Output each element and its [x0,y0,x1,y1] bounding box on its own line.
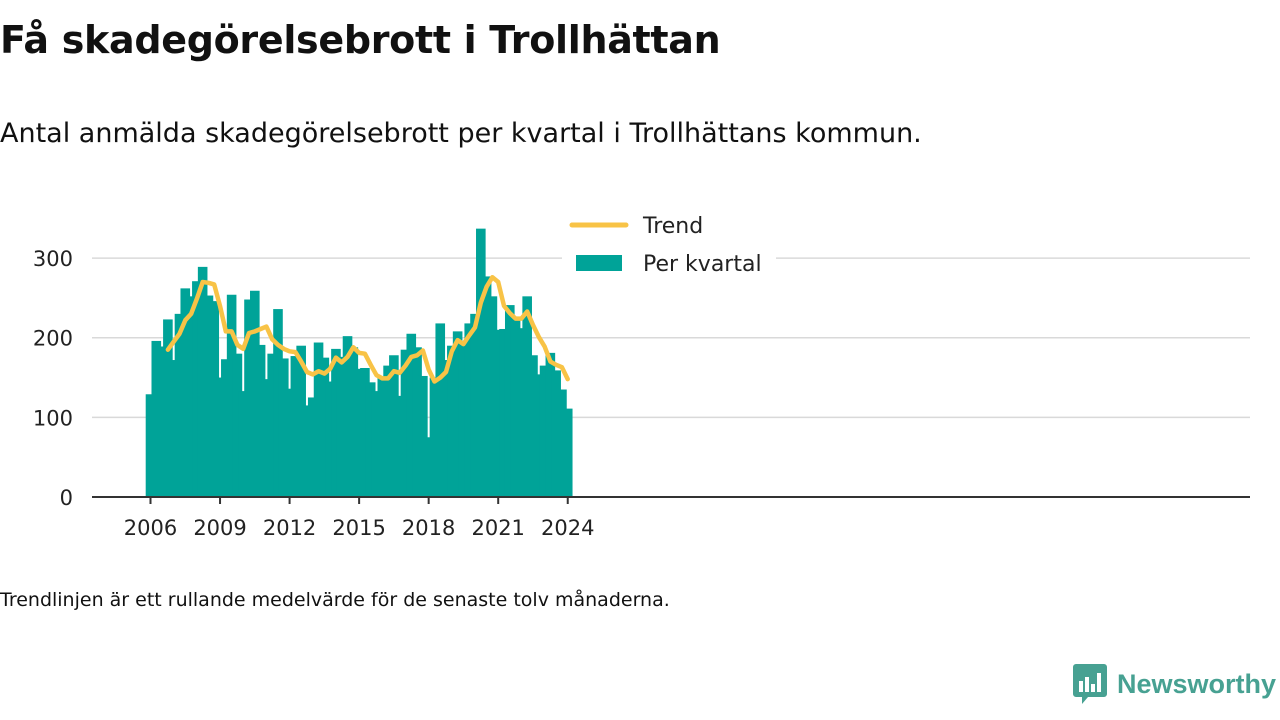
bar [476,228,486,497]
bar [331,348,341,497]
bar [290,356,301,497]
bar [180,288,191,497]
bar [284,388,295,497]
bar [302,405,312,497]
bar [267,353,277,497]
bar [255,344,266,497]
bar [325,381,335,497]
bar [157,346,167,497]
x-tick-label: 2015 [332,516,385,540]
bar [394,395,405,497]
bar [209,301,220,497]
bar [215,377,225,497]
trend-series [165,274,570,384]
legend-bars-label: Per kvartal [643,252,762,277]
y-tick-label: 100 [33,406,73,430]
bar [557,389,567,497]
bar [244,299,254,497]
axes: 0 100 200 300 2006 2009 2012 2015 2018 2021 2024 [33,247,1250,540]
x-tick-label: 2018 [402,516,455,540]
bar [522,296,532,497]
bar [423,437,434,497]
bar [192,281,202,497]
bar [441,360,451,497]
bar [174,313,185,497]
bar [186,296,196,497]
legend-bars-swatch [576,255,622,271]
bar [342,336,353,497]
bar [470,313,480,497]
bar [562,408,573,497]
bar [516,328,527,497]
bar [296,345,306,497]
bar [464,323,475,497]
bar [412,347,422,497]
bar [232,353,243,497]
x-tick-label: 2009 [193,516,246,540]
bar [197,266,208,497]
bar [273,309,283,497]
bar [238,391,249,497]
bar [551,370,561,497]
bar [545,352,556,497]
bar [278,358,289,497]
legend: Trend Per kvartal [562,208,776,280]
brand[interactable]: Newsworthy [1073,664,1276,704]
x-tick-label: 2024 [541,516,594,540]
footnote: Trendlinjen är ett rullande medelvärde f… [0,589,670,611]
bar [418,375,428,497]
bar [250,290,260,497]
bar [510,320,521,497]
bar [261,379,272,497]
bar [435,323,446,497]
bar [481,276,492,497]
bar [458,345,469,497]
y-tick-label: 200 [33,327,73,351]
chart-subtitle: Antal anmälda skadegörelsebrott per kvar… [0,118,922,149]
bar [360,367,370,497]
bar [539,365,550,497]
y-tick-label: 0 [60,486,73,510]
bar [371,391,382,497]
bar [354,368,364,497]
bar [528,355,538,497]
bar [389,355,399,497]
bar [151,340,162,497]
bar [313,342,324,497]
legend-trend-label: Trend [642,214,703,239]
bar [307,397,318,497]
x-tick-label: 2021 [471,516,524,540]
bar [203,295,214,497]
bar [400,349,411,497]
bar-series [145,228,573,497]
bar [221,359,231,497]
bar [533,374,544,497]
x-tick-label: 2012 [263,516,316,540]
bar [383,365,393,497]
bar [145,394,156,497]
bar [336,356,347,497]
bar [429,377,440,497]
bar [493,329,503,497]
bar [452,331,463,497]
y-tick-label: 300 [33,247,73,271]
bar [168,360,179,497]
bar [365,382,376,497]
bar [447,345,457,497]
chart-title: Få skadegörelsebrott i Trollhättan [0,18,721,62]
bar [348,347,359,497]
bar [406,333,417,497]
bar [499,328,509,497]
trend-line [165,274,570,384]
brand-name: Newsworthy [1117,668,1277,699]
newsworthy-logo-icon [1073,664,1107,704]
bar [163,319,173,497]
x-tick-label: 2006 [124,516,177,540]
bar [377,376,388,497]
bar [504,305,515,497]
bar [226,294,237,497]
bar [487,296,498,497]
bar [319,357,330,497]
